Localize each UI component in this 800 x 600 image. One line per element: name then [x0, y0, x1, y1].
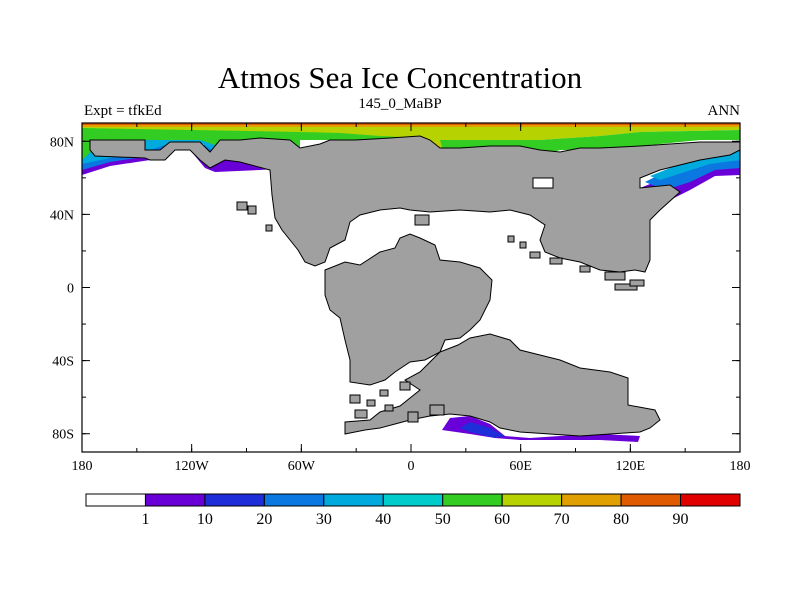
colorbar-swatch: [680, 493, 741, 507]
island: [614, 283, 638, 291]
island: [384, 404, 394, 412]
island: [429, 404, 445, 416]
north-america-landmass: [89, 135, 741, 273]
y-tick-label: 80N: [50, 135, 74, 150]
colorbar: 1 10 20 30 40 50 60 70 80 90: [85, 493, 741, 528]
island: [399, 381, 411, 391]
south-america-africa-landmass: [324, 233, 493, 386]
island: [349, 394, 361, 404]
island: [247, 205, 257, 215]
season-label: ANN: [707, 103, 741, 119]
x-tick-label: 120E: [616, 459, 646, 474]
island: [549, 257, 563, 265]
experiment-label: Expt = tfkEd: [84, 103, 162, 119]
x-tick-label: 180: [72, 459, 93, 474]
colorbar-label: 1: [141, 511, 149, 528]
colorbar-label: 70: [554, 511, 570, 528]
island: [579, 265, 591, 273]
x-tick-label: 0: [408, 459, 415, 474]
y-tick-label: 80S: [52, 428, 74, 443]
x-tick-label: 60W: [288, 459, 316, 474]
y-tick-label: 40N: [50, 208, 74, 223]
island: [265, 224, 273, 232]
colorbar-label: 10: [197, 511, 213, 528]
island: [407, 411, 419, 423]
island: [414, 214, 430, 226]
island: [507, 235, 515, 243]
island: [519, 241, 527, 249]
colorbar-label: 80: [613, 511, 629, 528]
colorbar-label: 30: [316, 511, 332, 528]
colorbar-swatch: [501, 493, 563, 507]
colorbar-swatch: [263, 493, 325, 507]
colorbar-label: 40: [375, 511, 391, 528]
colorbar-swatch: [323, 493, 384, 507]
y-tick-label: 0: [67, 282, 74, 297]
island: [379, 389, 389, 397]
island: [529, 251, 541, 259]
colorbar-label: 20: [256, 511, 272, 528]
island: [629, 279, 645, 287]
period-label: 145_0_MaBP: [358, 96, 442, 112]
colorbar-label: 90: [673, 511, 689, 528]
island: [604, 271, 626, 281]
colorbar-swatch: [204, 493, 265, 507]
x-tick-label: 180: [730, 459, 751, 474]
island: [532, 177, 554, 189]
colorbar-swatch: [382, 493, 444, 507]
colorbar-swatch: [144, 493, 206, 507]
y-tick-label: 40S: [52, 355, 74, 370]
colorbar-swatch: [442, 493, 503, 507]
map-title: Atmos Sea Ice Concentration: [217, 60, 583, 95]
island: [354, 409, 368, 419]
colorbar-label: 50: [435, 511, 451, 528]
x-tick-label: 60E: [509, 459, 532, 474]
colorbar-label: 60: [494, 511, 510, 528]
island: [236, 201, 248, 211]
x-tick-label: 120W: [175, 459, 210, 474]
island: [366, 399, 376, 407]
colorbar-swatch: [561, 493, 622, 507]
colorbar-swatch: [85, 493, 146, 507]
colorbar-swatch: [620, 493, 682, 507]
land-masses: [89, 135, 741, 437]
map-ticks: 180 120W 60W 0 60E 120E 180 80N 40N 0 40S 80S: [50, 123, 751, 474]
